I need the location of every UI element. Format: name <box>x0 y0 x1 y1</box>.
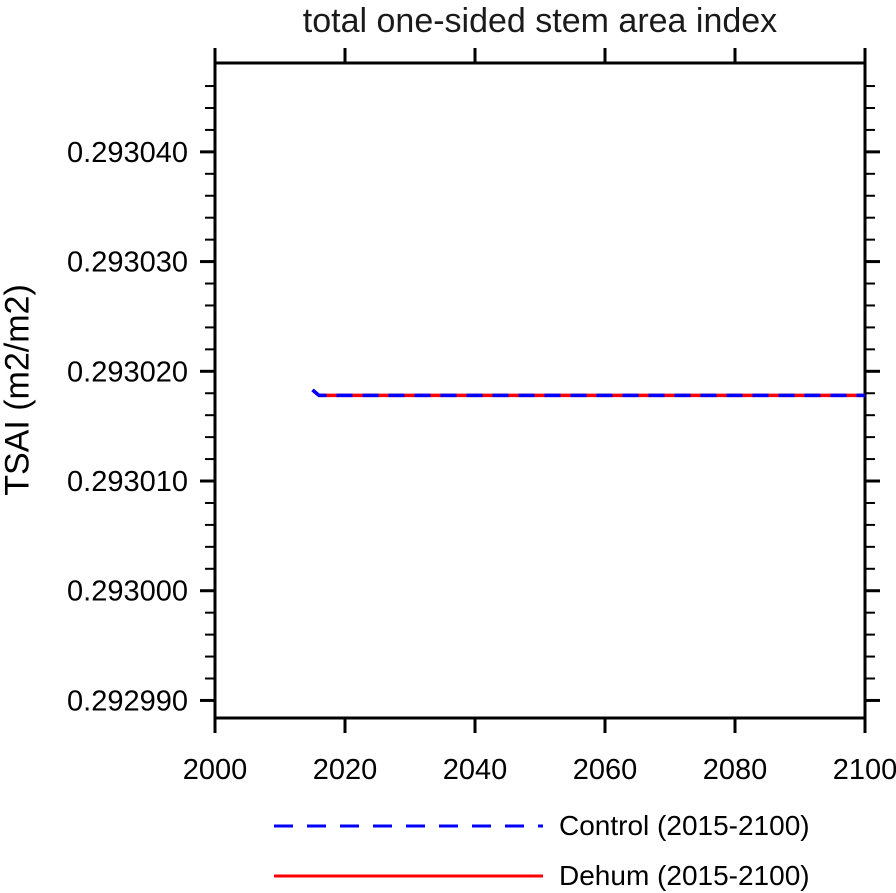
y-tick-label: 0.293020 <box>67 356 188 388</box>
x-tick-label: 2080 <box>703 754 768 786</box>
plot-frame <box>213 61 867 720</box>
y-tick-label: 0.293010 <box>67 466 188 498</box>
x-tick-label: 2000 <box>183 754 248 786</box>
y-tick-label: 0.293000 <box>67 576 188 608</box>
series-line-0 <box>311 388 865 398</box>
x-tick-label: 2040 <box>443 754 508 786</box>
legend: Control (2015-2100) Dehum (2015-2100) <box>272 804 810 893</box>
legend-item-control: Control (2015-2100) <box>272 804 810 848</box>
y-tick-label: 0.293040 <box>67 137 188 169</box>
legend-item-dehum: Dehum (2015-2100) <box>272 854 810 893</box>
x-tick-label: 2100 <box>833 754 896 786</box>
legend-line-sample-control <box>274 824 543 828</box>
legend-label-control: Control (2015-2100) <box>559 810 810 841</box>
legend-label-dehum: Dehum (2015-2100) <box>559 860 810 891</box>
y-tick-label: 0.292990 <box>67 685 188 717</box>
legend-line-sample-dehum <box>274 874 543 878</box>
x-tick-label: 2020 <box>313 754 378 786</box>
y-tick-label: 0.293030 <box>67 247 188 279</box>
chart-title: total one-sided stem area index <box>302 2 778 40</box>
x-tick-label: 2060 <box>573 754 638 786</box>
